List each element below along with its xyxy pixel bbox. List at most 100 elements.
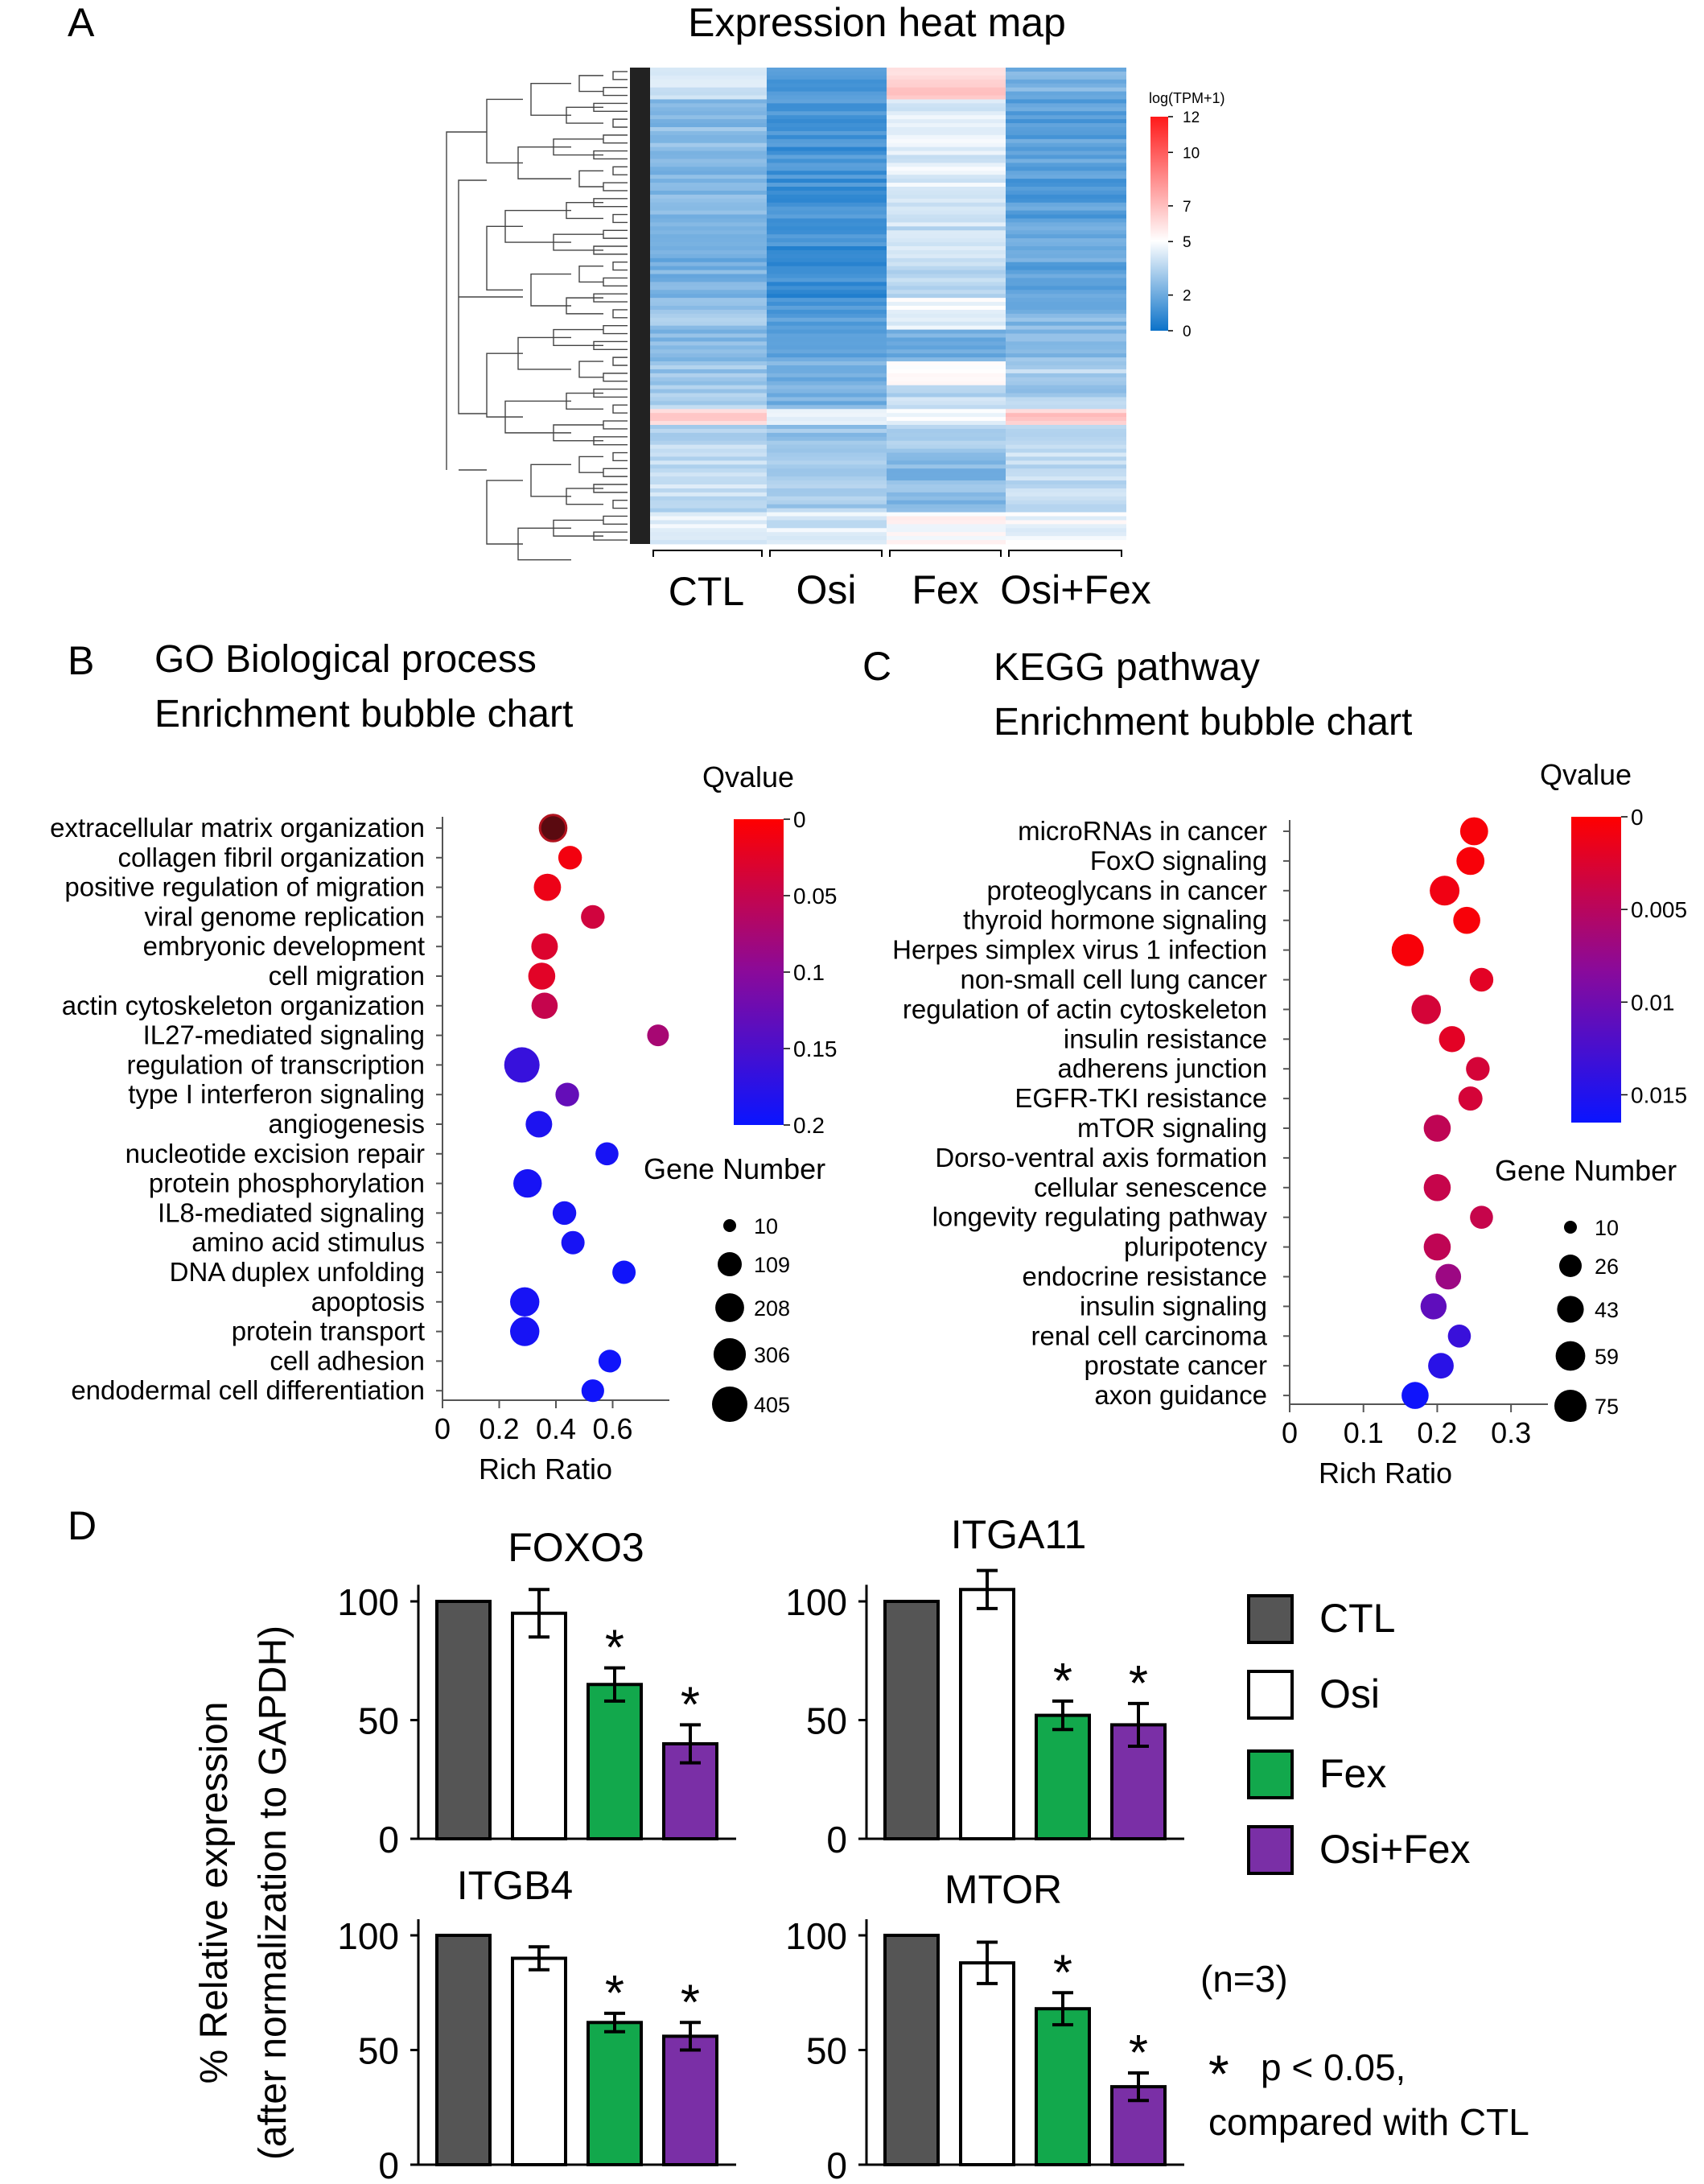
heatmap-cell: [887, 540, 1006, 545]
heatmap-cell: [650, 298, 767, 303]
heatmap-cell: [650, 365, 767, 370]
heatmap-cell: [767, 401, 887, 406]
qvalue-colorbar: [1571, 817, 1621, 1123]
heatmap-cell: [650, 123, 767, 128]
heatmap-cell: [1006, 163, 1126, 167]
bubble: [1391, 933, 1424, 966]
heatmap-cell: [767, 456, 887, 461]
heatmap-cell: [887, 432, 1006, 438]
heatmap-cell: [767, 381, 887, 386]
heatmap-cell: [887, 253, 1006, 259]
panel-a: A Expression heat map CTL Osi Fex Osi+Fe…: [68, 0, 1225, 614]
heatmap-cell: [887, 436, 1006, 442]
heatmap-cell: [1006, 496, 1126, 501]
legend-swatch: [1247, 1749, 1294, 1799]
heatmap-cell: [650, 171, 767, 175]
heatmap-cell: [650, 163, 767, 167]
heatmap-cell: [887, 333, 1006, 338]
heatmap-cell: [1006, 179, 1126, 183]
heatmap-cell: [767, 405, 887, 410]
heatmap-cell: [767, 218, 887, 223]
heatmap-cell: [1006, 476, 1126, 481]
bubble: [1447, 1325, 1471, 1348]
term-label: prostate cancer: [1085, 1350, 1267, 1380]
term-label: embryonic development: [143, 931, 425, 961]
heatmap-cell: [767, 290, 887, 295]
heatmap-cell: [1006, 218, 1126, 223]
term-label: DNA duplex unfolding: [170, 1257, 425, 1287]
heatmap-cell: [767, 123, 887, 128]
term-label: nucleotide excision repair: [126, 1139, 425, 1168]
heatmap-cell: [767, 83, 887, 89]
heatmap-cell: [767, 492, 887, 497]
heatmap-cell: [767, 138, 887, 144]
heatmap-cell: [887, 119, 1006, 124]
heatmap-cell: [1006, 142, 1126, 148]
chart-title-line: Enrichment bubble chart: [154, 693, 573, 736]
heatmap-cell: [887, 107, 1006, 112]
heatmap-cell: [887, 282, 1006, 286]
heatmap-cell: [767, 155, 887, 159]
heatmap-cell: [1006, 369, 1126, 374]
heatmap-colorbar-tick-label: 10: [1183, 145, 1200, 162]
heatmap-cell: [887, 353, 1006, 358]
heatmap-cell: [1006, 198, 1126, 204]
heatmap-cell: [767, 417, 887, 422]
heatmap-cell: [1006, 448, 1126, 453]
heatmap-cell: [1006, 266, 1126, 270]
heatmap-cell: [887, 95, 1006, 100]
heatmap-cell: [887, 111, 1006, 116]
heatmap-cell: [887, 401, 1006, 406]
bar: [959, 1961, 1015, 2166]
heatmap-cell: [767, 238, 887, 243]
bar: [883, 1934, 940, 2166]
significance-mark: *: [1053, 1945, 1072, 2001]
heatmap-cell: [887, 249, 1006, 255]
heatmap-cell: [887, 123, 1006, 128]
heatmap-cell: [650, 258, 767, 263]
heatmap-cell: [1006, 175, 1126, 179]
bubble: [1466, 1057, 1490, 1081]
heatmap-cell: [650, 373, 767, 378]
gene-title: FOXO3: [508, 1525, 644, 1570]
heatmap-cell: [650, 452, 767, 457]
heatmap-cell: [887, 134, 1006, 140]
heatmap-cell: [887, 258, 1006, 263]
heatmap-cell: [650, 353, 767, 358]
legend-swatch: [1247, 1670, 1294, 1720]
heatmap-cell: [650, 214, 767, 219]
error-bar: [604, 2011, 625, 2034]
bubble: [1430, 876, 1460, 906]
heatmap-cell: [887, 476, 1006, 481]
heatmap-cell: [650, 138, 767, 144]
heatmap-cell: [767, 313, 887, 319]
heatmap-cell: [767, 436, 887, 442]
heatmap-cell: [887, 159, 1006, 163]
panel-b: B GO Biological process Enrichment bubble…: [50, 638, 837, 1486]
bubble: [1453, 906, 1480, 934]
bar-y-tick-label: 100: [337, 1581, 399, 1623]
heatmap-cell: [767, 325, 887, 330]
heatmap-cell: [767, 159, 887, 163]
heatmap-cell: [650, 155, 767, 159]
heatmap-cell: [1006, 329, 1126, 334]
heatmap-cell: [1006, 159, 1126, 163]
heatmap-cell: [1006, 146, 1126, 151]
x-axis-label: Rich Ratio: [479, 1453, 612, 1486]
heatmap-cell: [650, 111, 767, 116]
significance-mark: *: [1129, 1656, 1148, 1712]
heatmap-cell: [887, 146, 1006, 151]
heatmap-colorbar: log(TPM+1) 12 10 7 5 2 0: [1149, 90, 1225, 340]
heatmap-cell: [1006, 258, 1126, 263]
heatmap-cell: [887, 298, 1006, 303]
heatmap-cell: [1006, 222, 1126, 227]
heatmap-cell: [887, 381, 1006, 386]
heatmap-cell: [1006, 150, 1126, 155]
heatmap-cell: [1006, 472, 1126, 477]
heatmap-cell: [650, 134, 767, 140]
heatmap-dendrogram-branches: [446, 71, 628, 561]
heatmap-cell: [887, 230, 1006, 235]
gene-number-label: 306: [754, 1343, 790, 1367]
heatmap-cell: [650, 99, 767, 104]
